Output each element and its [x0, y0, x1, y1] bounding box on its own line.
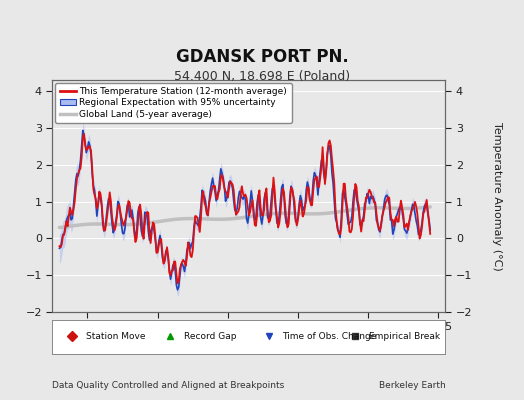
- Text: Berkeley Earth: Berkeley Earth: [379, 381, 445, 390]
- Text: Data Quality Controlled and Aligned at Breakpoints: Data Quality Controlled and Aligned at B…: [52, 381, 285, 390]
- Text: Record Gap: Record Gap: [184, 332, 236, 341]
- Text: Time of Obs. Change: Time of Obs. Change: [282, 332, 377, 341]
- Y-axis label: Temperature Anomaly (°C): Temperature Anomaly (°C): [492, 122, 502, 270]
- Text: 54.400 N, 18.698 E (Poland): 54.400 N, 18.698 E (Poland): [174, 70, 350, 83]
- Text: GDANSK PORT PN.: GDANSK PORT PN.: [176, 48, 348, 66]
- Text: Empirical Break: Empirical Break: [369, 332, 440, 341]
- Text: Station Move: Station Move: [86, 332, 145, 341]
- Legend: This Temperature Station (12-month average), Regional Expectation with 95% uncer: This Temperature Station (12-month avera…: [55, 83, 292, 123]
